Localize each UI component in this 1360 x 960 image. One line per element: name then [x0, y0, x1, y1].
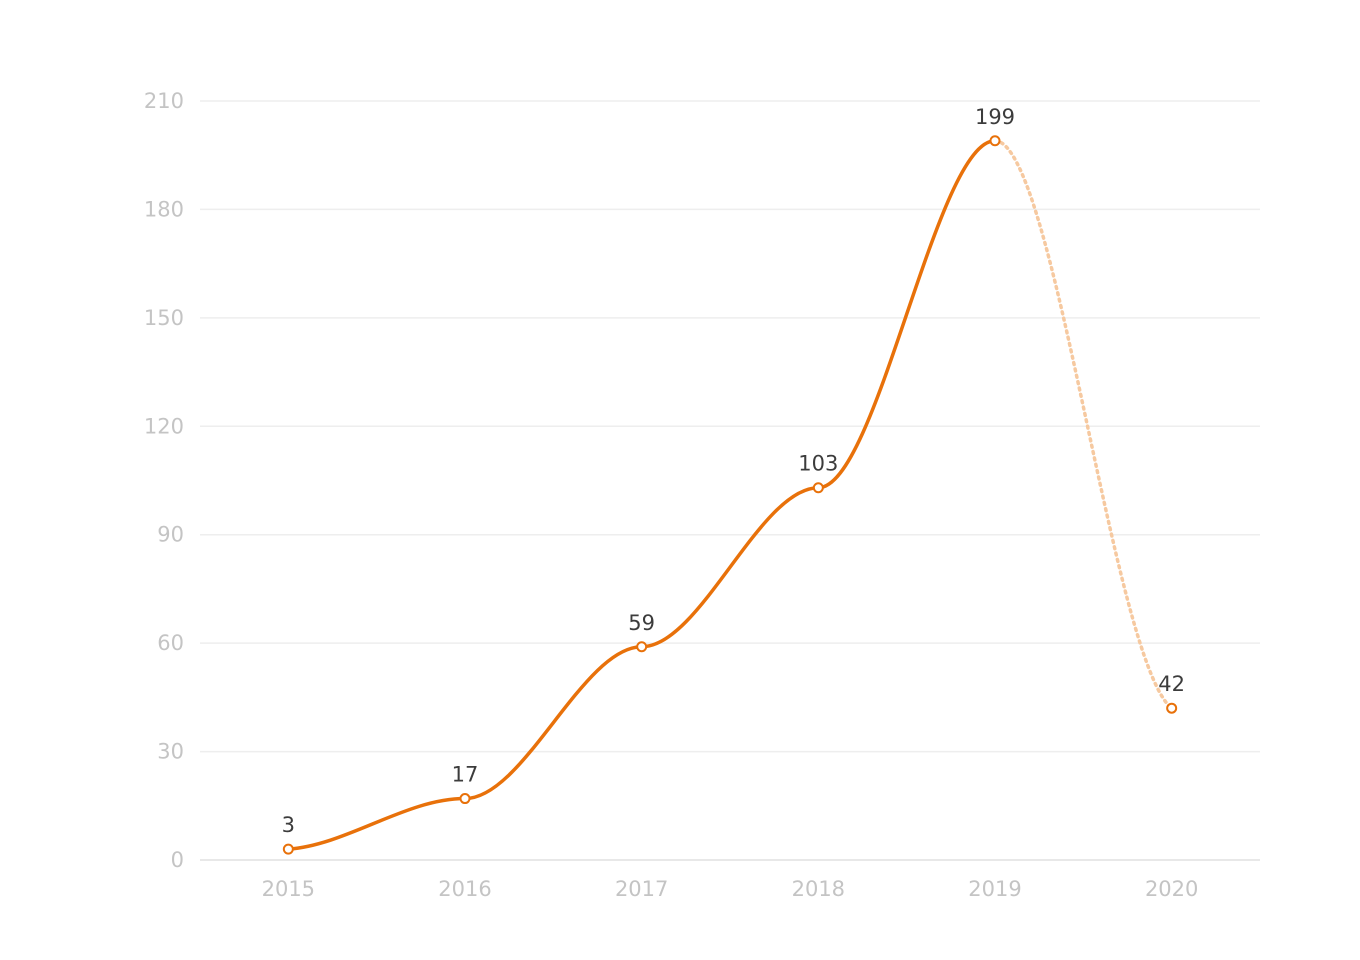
data-label: 59 [628, 611, 655, 635]
data-point [282, 843, 294, 855]
data-point [989, 135, 1001, 147]
y-tick-label: 60 [157, 631, 184, 655]
x-tick-label: 2015 [262, 877, 315, 901]
data-point [1166, 702, 1178, 714]
data-label: 3 [282, 813, 295, 837]
data-label: 42 [1158, 672, 1185, 696]
grid-lines [200, 100, 1260, 861]
x-axis-ticks: 2015 2016 2017 2018 2019 2020 [262, 877, 1199, 901]
x-tick-label: 2016 [438, 877, 491, 901]
y-tick-label: 0 [171, 848, 184, 872]
data-label: 103 [798, 452, 838, 476]
x-tick-label: 2017 [615, 877, 668, 901]
y-tick-label: 120 [144, 414, 184, 438]
data-label: 17 [452, 763, 479, 787]
y-tick-label: 150 [144, 306, 184, 330]
data-point [812, 482, 824, 494]
data-labels: 3 17 59 103 199 42 [282, 105, 1185, 837]
series-line-solid [286, 139, 997, 851]
y-tick-label: 180 [144, 197, 184, 221]
y-tick-label: 90 [157, 523, 184, 547]
y-tick-label: 210 [144, 89, 184, 113]
x-tick-label: 2020 [1145, 877, 1198, 901]
y-axis-ticks: 0 30 60 90 120 150 180 210 [144, 89, 184, 872]
x-tick-label: 2018 [792, 877, 845, 901]
data-points [282, 135, 1178, 855]
series-line-projection [993, 139, 1174, 710]
data-label: 199 [975, 105, 1015, 129]
series-line [286, 139, 1174, 851]
data-point [636, 641, 648, 653]
y-tick-label: 30 [157, 740, 184, 764]
x-tick-label: 2019 [968, 877, 1021, 901]
data-point [459, 793, 471, 805]
